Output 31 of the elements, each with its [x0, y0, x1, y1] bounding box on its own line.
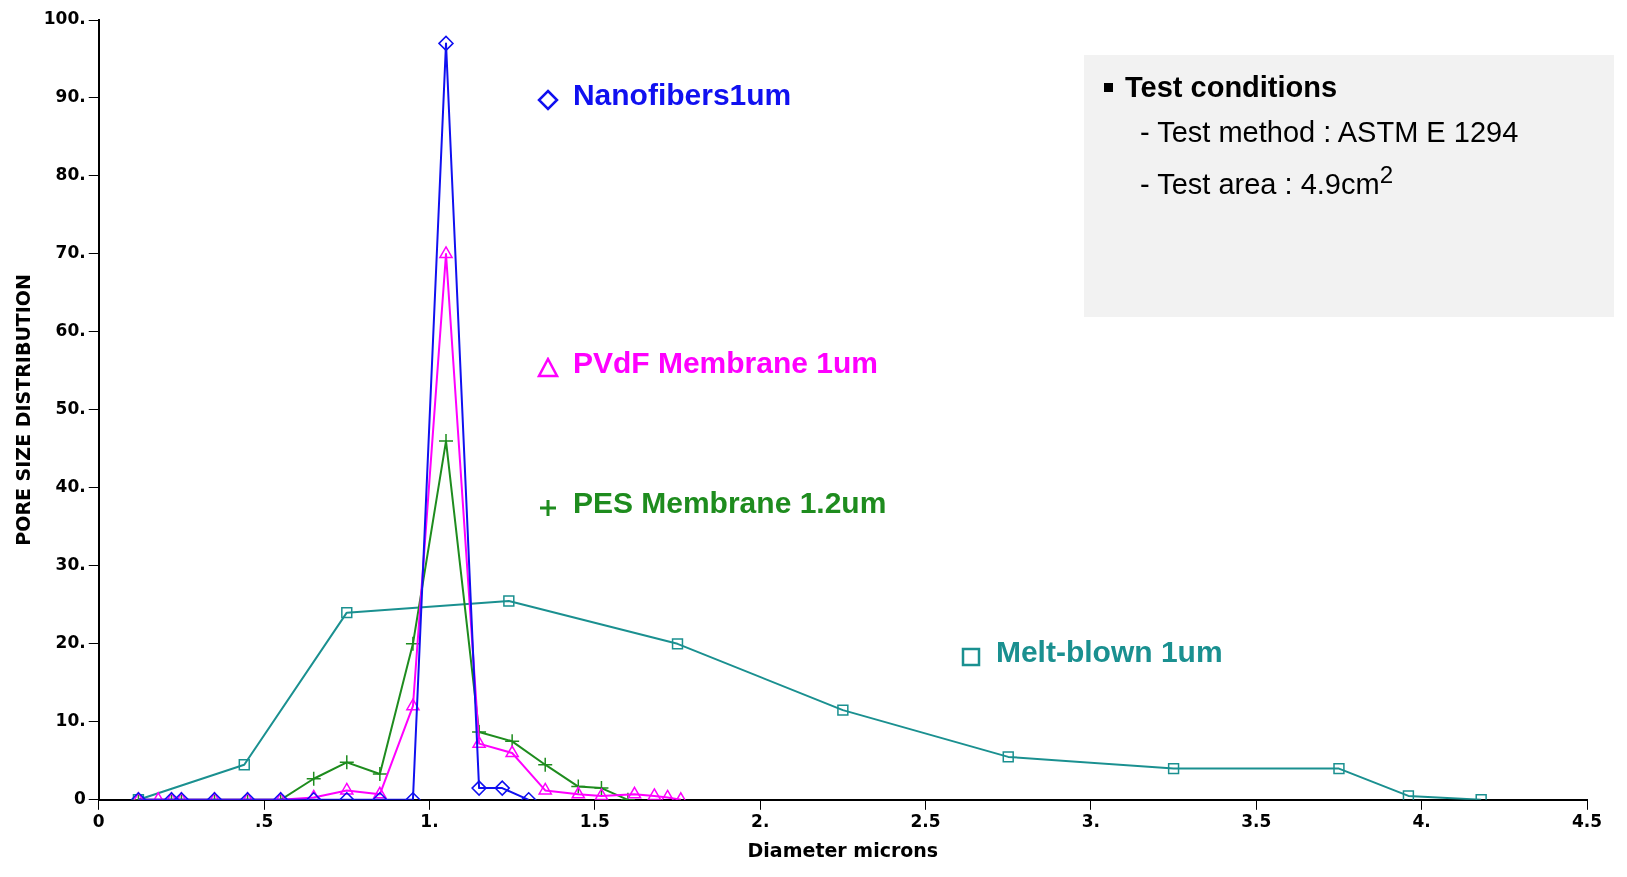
x-tick-label: 4.5 [1571, 811, 1603, 832]
y-tick-label: 60. [55, 320, 86, 341]
y-tick-label: 30. [55, 554, 86, 575]
y-tick-label: 40. [55, 476, 86, 497]
x-tick-label: 3. [1081, 811, 1101, 832]
x-axis-title: Diameter microns [747, 838, 939, 861]
x-tick-label: 0 [92, 811, 105, 832]
y-tick-label: 10. [55, 710, 86, 731]
legend-label: PVdF Membrane 1um [572, 345, 878, 380]
text-box: Test conditions - Test method : ASTM E 1294 - Test area : 4.9cm$^{2}$ [1084, 55, 1614, 317]
legend-label: Nanofibers1um [572, 78, 792, 113]
y-tick-label: 70. [55, 242, 86, 263]
y-tick-label: 20. [55, 632, 86, 653]
y-tick-label: 50. [55, 398, 86, 419]
x-tick-label: 2.5 [910, 811, 941, 832]
x-tick-label: .5 [254, 811, 274, 832]
x-tick-label: 1. [420, 811, 439, 832]
y-tick-label: 100. [43, 8, 86, 29]
legend-label: PES Membrane 1.2um [572, 486, 887, 521]
y-tick-label: 80. [55, 164, 86, 185]
annotation: - Test method : ASTM E 1294 [1139, 116, 1520, 149]
annotation: Test conditions [1125, 71, 1338, 104]
annotation: - Test area : 4.9cm$^{2}$ [1139, 161, 1395, 201]
x-tick-label: 2. [751, 811, 770, 832]
y-tick-label: 90. [55, 86, 86, 107]
y-axis-title: PORE SIZE DISTRIBUTION [12, 274, 35, 546]
x-tick-label: 3.5 [1241, 811, 1272, 832]
x-tick-label: 4. [1412, 811, 1431, 832]
x-tick-label: 1.5 [579, 811, 610, 832]
legend-label: Melt-blown 1um [995, 635, 1223, 670]
y-tick-label: 0 [73, 788, 86, 809]
